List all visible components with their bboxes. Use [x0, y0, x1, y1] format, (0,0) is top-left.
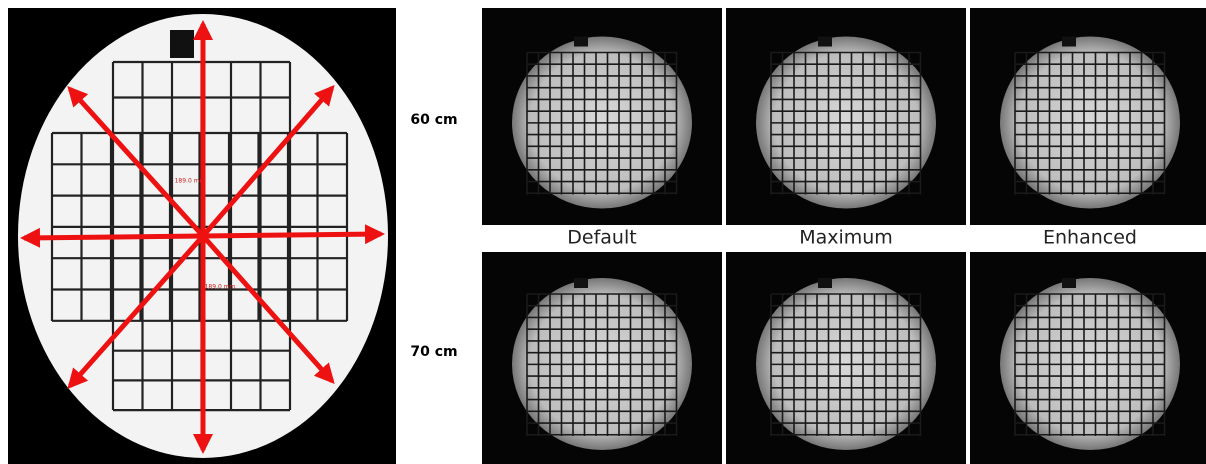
phantom-marker: [1062, 37, 1076, 47]
page: 189.0 mm 189.0 mm 60 cm 70 cm Default Ma…: [0, 0, 1206, 464]
phantom-marker: [574, 278, 588, 288]
column-label: Enhanced: [1043, 227, 1137, 249]
phantom-marker: [818, 278, 832, 288]
figure: 189.0 mm 189.0 mm 60 cm 70 cm Default Ma…: [0, 0, 1206, 464]
row-label: 70 cm: [410, 344, 457, 360]
phantom-marker: [1062, 278, 1076, 288]
phantom-marker: [170, 30, 194, 58]
phantom-marker: [574, 37, 588, 47]
phantom-marker: [818, 37, 832, 47]
row-label: 60 cm: [410, 112, 457, 128]
column-label: Maximum: [799, 227, 893, 249]
measurement-label: 189.0 mm: [175, 178, 206, 185]
column-label: Default: [567, 227, 636, 249]
measurement-label: 189.0 mm: [205, 284, 236, 291]
